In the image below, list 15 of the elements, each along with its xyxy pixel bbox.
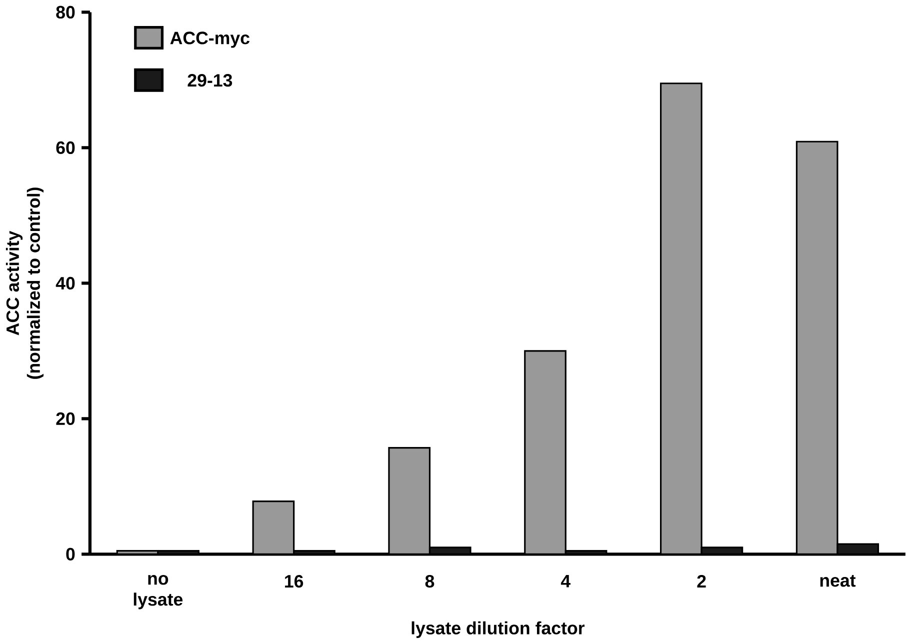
legend-label: ACC-myc [170,32,250,48]
x-axis-title: lysate dilution factor [412,621,585,638]
x-tick-label: 2 [697,575,706,588]
x-tick-label: 8 [425,575,434,588]
x-tick-label: neat [820,575,856,587]
x-tick-label: no lysate [134,575,183,610]
legend-label: 29-13 [188,74,232,87]
y-tick-label: 80 [56,6,75,19]
y-tick-label: 60 [56,141,75,154]
x-tick-label: 4 [560,575,570,588]
y-tick-label: 0 [66,548,75,561]
y-tick-label: 40 [56,276,75,290]
y-tick-label: 20 [56,412,75,426]
x-tick-label: 16 [285,575,304,588]
y-axis-title: ACC activity (normalized to control) [6,188,44,379]
